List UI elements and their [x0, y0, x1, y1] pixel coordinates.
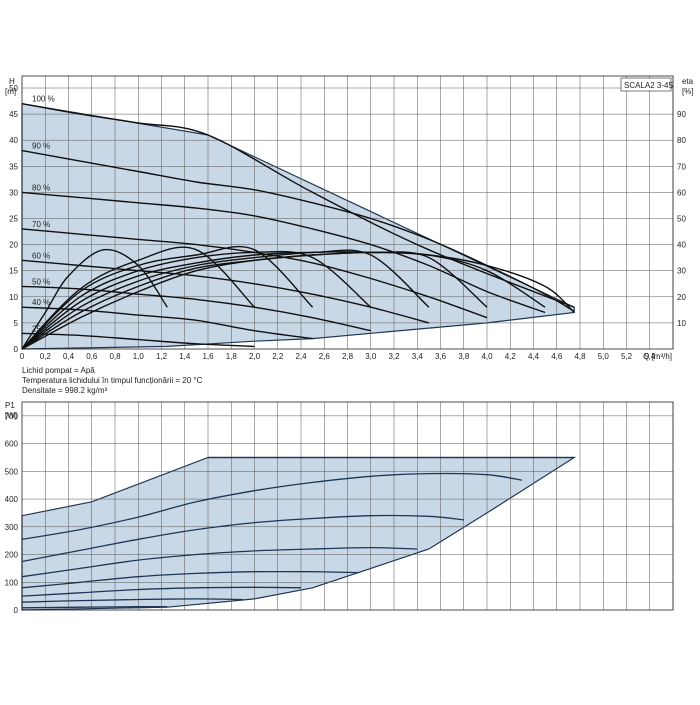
q-xtick-label: 4,8: [574, 352, 586, 361]
q-xtick-label: 2,4: [295, 352, 307, 361]
h-ytick-label: 30: [9, 188, 18, 197]
eta-ytick-label: 50: [677, 215, 686, 224]
q-xtick-label: 4,0: [481, 352, 493, 361]
q-xtick-label: 1,4: [179, 352, 191, 361]
eta-ytick-label: 40: [677, 241, 686, 250]
eta-curve-5: [21, 249, 430, 350]
h-ytick-label: 50: [9, 84, 18, 93]
eta-curve-1: [21, 248, 168, 350]
q-xtick-label: 0: [20, 352, 25, 361]
p1-curve-4: [21, 546, 418, 578]
fluid-note: Temperatura lichidului în timpul funcțio…: [22, 376, 203, 385]
q-xtick-label: 4,6: [551, 352, 563, 361]
q-xtick-label: 0,6: [86, 352, 98, 361]
q-xtick-label: 4,4: [528, 352, 540, 361]
q-xtick-label: 1,8: [226, 352, 238, 361]
eta-curve-2: [21, 246, 255, 350]
eta-ytick-label: 10: [677, 319, 686, 328]
p1-axis-unit: [W]: [5, 411, 17, 420]
series-label: 90 %: [32, 142, 50, 151]
p1-ytick-label: 700: [5, 412, 19, 421]
q-xtick-label: 5,2: [621, 352, 633, 361]
q-xtick-label: 3,6: [435, 352, 447, 361]
h-ytick-label: 20: [9, 241, 18, 250]
h-ytick-label: 15: [9, 267, 18, 276]
series-label: 50 %: [32, 277, 50, 286]
eta-ytick-label: 80: [677, 136, 686, 145]
h-axis-unit: [m]: [5, 87, 16, 96]
h-curve-8: [21, 332, 255, 348]
series-label: 70 %: [32, 220, 50, 229]
eta-ytick-label: 90: [677, 110, 686, 119]
eta-curve-8: [21, 251, 575, 350]
fluid-note: Densitate = 998.2 kg/m³: [22, 386, 107, 395]
p1-ytick-label: 300: [5, 523, 19, 532]
q-xtick-label: 5,0: [598, 352, 610, 361]
eta-axis-label: eta: [682, 77, 694, 86]
q-xtick-label: 4,2: [505, 352, 517, 361]
p1-ytick-label: 600: [5, 440, 19, 449]
h-ytick-label: 25: [9, 215, 18, 224]
eta-ytick-label: 60: [677, 188, 686, 197]
fluid-note: Lichid pompat = Apă: [22, 366, 95, 375]
h-ytick-label: 10: [9, 293, 18, 302]
q-xtick-label: 3,8: [458, 352, 470, 361]
p1-curve-5: [21, 570, 360, 589]
p1-curve-2: [21, 472, 522, 540]
eta-ytick-label: 30: [677, 267, 686, 276]
q-xtick-label: 0,4: [63, 352, 75, 361]
q-xtick-label: 2,6: [319, 352, 331, 361]
q-xtick-label: 2,2: [272, 352, 284, 361]
q-axis-label: Q [m³/h]: [643, 352, 672, 361]
eta-axis-unit: [%]: [682, 87, 694, 96]
series-label: 60 %: [32, 251, 50, 260]
h-curve-3: [21, 191, 546, 314]
h-curve-5: [21, 259, 430, 324]
h-axis-label: H: [9, 77, 15, 86]
chart-title-box: [620, 77, 672, 92]
p1-ytick-label: 100: [5, 578, 19, 587]
q-xtick-label: 1,6: [202, 352, 214, 361]
q-xtick-label: 1,0: [133, 352, 145, 361]
eta-ytick-label: 20: [677, 293, 686, 302]
p1-curve-8: [21, 606, 168, 609]
chart-title: SCALA2 3-45: [624, 81, 673, 90]
h-plot-frame: [21, 75, 674, 350]
h-ytick-label: 0: [14, 345, 19, 354]
q-xtick-label: 3,4: [412, 352, 424, 361]
h-ytick-label: 40: [9, 136, 18, 145]
p1-curve-7: [21, 598, 243, 603]
eta-curve-3: [21, 245, 314, 350]
h-operating-envelope: [21, 102, 575, 350]
q-xtick-label: 3,0: [365, 352, 377, 361]
q-xtick-label: 1,2: [156, 352, 168, 361]
q-xtick-label: 0,2: [40, 352, 52, 361]
p1-axis-label: P1: [5, 401, 15, 410]
p1-ytick-label: 400: [5, 495, 19, 504]
series-label: 25 %: [32, 324, 50, 333]
eta-curve-4: [21, 250, 372, 350]
eta-ytick-label: 70: [677, 162, 686, 171]
h-ytick-label: 35: [9, 162, 18, 171]
q-xtick-label: 2,0: [249, 352, 261, 361]
q-xtick-label: 2,8: [342, 352, 354, 361]
p1-ytick-label: 200: [5, 551, 19, 560]
p1-ytick-label: 0: [14, 606, 19, 615]
p1-curve-3: [21, 514, 464, 563]
p1-operating-envelope: [21, 456, 577, 611]
h-ytick-label: 5: [14, 319, 19, 328]
h-ytick-label: 45: [9, 110, 18, 119]
q-xtick-label: 0,8: [109, 352, 121, 361]
p1-plot-frame: [21, 401, 674, 611]
p1-ytick-label: 500: [5, 467, 19, 476]
h-curve-2: [21, 149, 575, 313]
series-label: 40 %: [32, 298, 50, 307]
series-label: 100 %: [32, 95, 55, 104]
q-xtick-label: 3,2: [388, 352, 400, 361]
q-xtick-label: 5,4: [644, 352, 656, 361]
series-label: 80 %: [32, 183, 50, 192]
p1-curve-6: [21, 586, 302, 597]
